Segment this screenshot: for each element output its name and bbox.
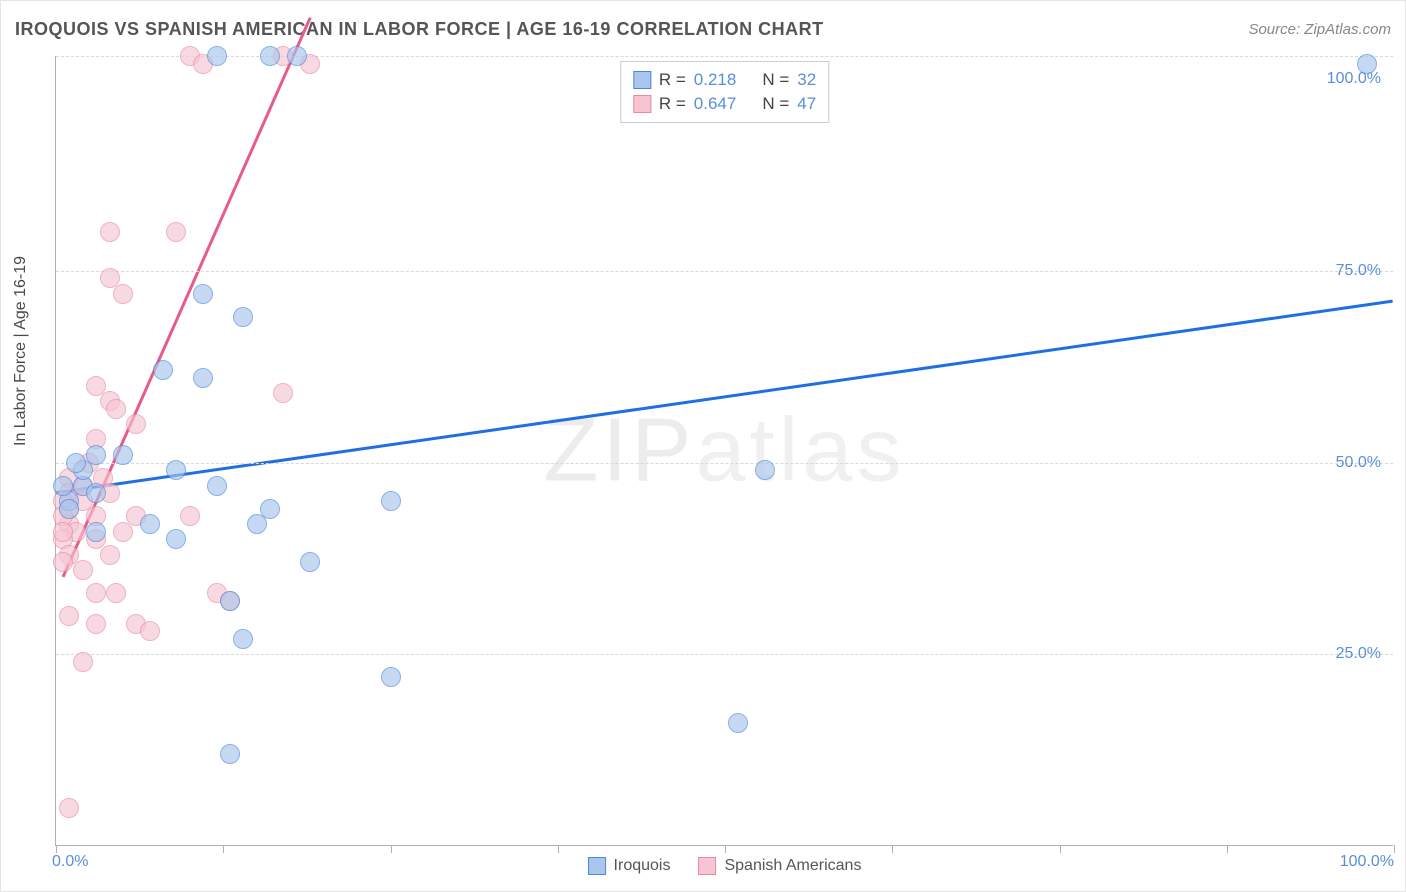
- n-label: N =: [762, 94, 789, 114]
- point-iroquois: [59, 499, 79, 519]
- point-spanish: [100, 545, 120, 565]
- point-spanish: [59, 606, 79, 626]
- point-iroquois: [381, 667, 401, 687]
- n-value: 47: [797, 94, 816, 114]
- point-spanish: [106, 399, 126, 419]
- n-label: N =: [762, 70, 789, 90]
- x-tick: [1394, 845, 1395, 853]
- point-iroquois: [233, 307, 253, 327]
- chart-container: IROQUOIS VS SPANISH AMERICAN IN LABOR FO…: [0, 0, 1406, 892]
- gridline-h: [56, 463, 1393, 464]
- swatch-pink-icon: [633, 95, 651, 113]
- legend-label: Iroquois: [614, 857, 671, 875]
- point-spanish: [73, 560, 93, 580]
- point-iroquois: [220, 591, 240, 611]
- watermark: ZIPatlas: [543, 399, 905, 502]
- plot-area: ZIPatlas R = 0.218 N = 32 R = 0.647 N = …: [55, 56, 1393, 846]
- point-iroquois: [1357, 54, 1377, 74]
- point-iroquois: [153, 360, 173, 380]
- point-iroquois: [53, 476, 73, 496]
- point-iroquois: [260, 46, 280, 66]
- x-tick: [558, 845, 559, 853]
- y-tick-label: 25.0%: [1336, 645, 1381, 663]
- x-tick: [223, 845, 224, 853]
- gridline-h: [56, 56, 1393, 57]
- swatch-blue-icon: [588, 857, 606, 875]
- x-tick: [1227, 845, 1228, 853]
- x-tick: [1060, 845, 1061, 853]
- point-spanish: [59, 798, 79, 818]
- legend-item-iroquois: Iroquois: [588, 857, 671, 875]
- y-tick-label: 75.0%: [1336, 262, 1381, 280]
- legend-series: Iroquois Spanish Americans: [588, 857, 862, 875]
- point-spanish: [86, 583, 106, 603]
- point-iroquois: [86, 522, 106, 542]
- point-spanish: [53, 552, 73, 572]
- gridline-h: [56, 271, 1393, 272]
- r-value: 0.218: [694, 70, 737, 90]
- x-tick: [391, 845, 392, 853]
- n-value: 32: [797, 70, 816, 90]
- x-tick-label: 100.0%: [1340, 853, 1394, 871]
- y-tick-label: 50.0%: [1336, 454, 1381, 472]
- swatch-blue-icon: [633, 71, 651, 89]
- point-iroquois: [247, 514, 267, 534]
- point-spanish: [273, 383, 293, 403]
- chart-title: IROQUOIS VS SPANISH AMERICAN IN LABOR FO…: [15, 19, 824, 40]
- point-spanish: [113, 522, 133, 542]
- point-spanish: [166, 222, 186, 242]
- point-iroquois: [113, 445, 133, 465]
- point-iroquois: [193, 368, 213, 388]
- point-iroquois: [381, 491, 401, 511]
- gridline-h: [56, 654, 1393, 655]
- point-iroquois: [193, 284, 213, 304]
- point-spanish: [53, 522, 73, 542]
- r-value: 0.647: [694, 94, 737, 114]
- legend-label: Spanish Americans: [724, 857, 861, 875]
- point-spanish: [73, 652, 93, 672]
- point-spanish: [106, 583, 126, 603]
- title-bar: IROQUOIS VS SPANISH AMERICAN IN LABOR FO…: [15, 19, 1391, 40]
- legend-row-spanish: R = 0.647 N = 47: [633, 92, 816, 116]
- y-axis-title: In Labor Force | Age 16-19: [12, 256, 30, 446]
- x-tick: [892, 845, 893, 853]
- swatch-pink-icon: [698, 857, 716, 875]
- legend-correlation: R = 0.218 N = 32 R = 0.647 N = 47: [620, 61, 829, 123]
- trend-lines: [56, 56, 1393, 845]
- point-iroquois: [86, 483, 106, 503]
- point-iroquois: [755, 460, 775, 480]
- point-spanish: [140, 621, 160, 641]
- point-iroquois: [300, 552, 320, 572]
- point-iroquois: [728, 713, 748, 733]
- r-label: R =: [659, 94, 686, 114]
- point-spanish: [180, 506, 200, 526]
- point-spanish: [113, 284, 133, 304]
- legend-item-spanish: Spanish Americans: [698, 857, 861, 875]
- point-iroquois: [207, 476, 227, 496]
- source-attribution: Source: ZipAtlas.com: [1248, 21, 1391, 38]
- point-iroquois: [166, 529, 186, 549]
- x-tick: [725, 845, 726, 853]
- point-iroquois: [140, 514, 160, 534]
- point-spanish: [126, 414, 146, 434]
- point-iroquois: [220, 744, 240, 764]
- r-label: R =: [659, 70, 686, 90]
- y-tick-label: 100.0%: [1327, 70, 1381, 88]
- trend-line: [56, 301, 1392, 493]
- x-tick: [56, 845, 57, 853]
- point-iroquois: [233, 629, 253, 649]
- point-spanish: [86, 614, 106, 634]
- legend-row-iroquois: R = 0.218 N = 32: [633, 68, 816, 92]
- point-iroquois: [66, 453, 86, 473]
- x-tick-label: 0.0%: [52, 853, 88, 871]
- point-iroquois: [166, 460, 186, 480]
- point-iroquois: [287, 46, 307, 66]
- point-spanish: [100, 222, 120, 242]
- point-iroquois: [207, 46, 227, 66]
